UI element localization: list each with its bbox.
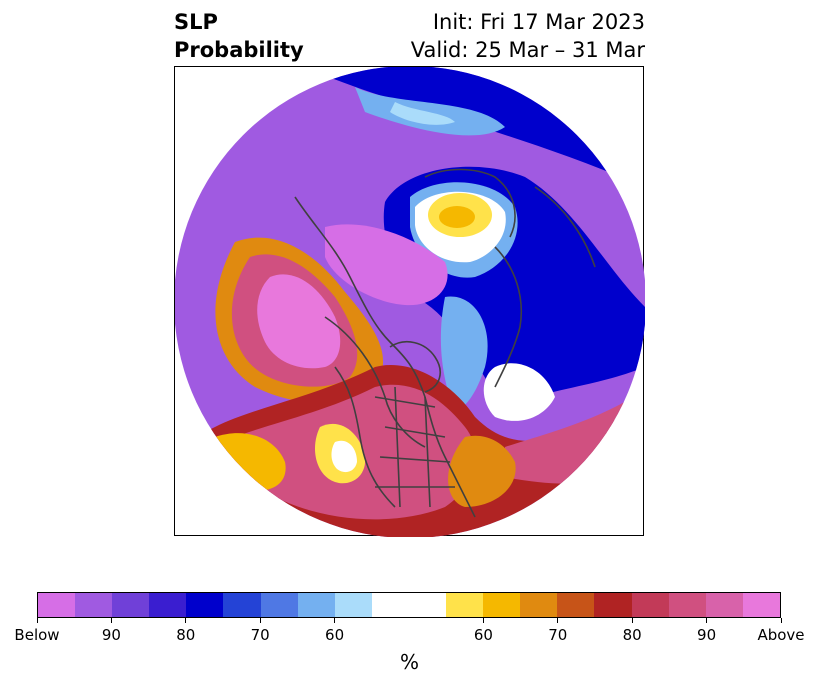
field-atlantic-light [440,296,488,412]
colorbar-segment [186,593,224,617]
colorbar-segment [446,593,484,617]
colorbar-segment [742,593,780,617]
colorbar-tick-mark [780,618,782,623]
colorbar-unit: % [399,650,419,674]
colorbar-tick-label: 90 [101,626,121,644]
colorbar-tick-mark [557,618,559,623]
valid-range: Valid: 25 Mar – 31 Mar [410,38,645,62]
colorbar-tick-mark [185,618,187,623]
colorbar-segment [112,593,150,617]
map-title-right: Init: Fri 17 Mar 2023 Valid: 25 Mar – 31… [411,8,645,64]
colorbar-segment [371,593,409,617]
colorbar-segment [297,593,335,617]
colorbar-segment [149,593,187,617]
colorbar-tick-label: 60 [325,626,345,644]
colorbar-segment [705,593,743,617]
colorbar-tick-label: Below [14,626,60,644]
map-canvas [175,67,645,537]
colorbar-tick-mark [110,618,112,623]
colorbar-segment [408,593,447,617]
colorbar-segment [223,593,261,617]
field-west-neutral [331,440,357,473]
probability-field [175,67,645,537]
colorbar-segment [594,593,632,617]
field-atlantic-neutral [483,363,555,421]
colorbar-segment [260,593,298,617]
colorbar-tick-mark [259,618,261,623]
colorbar-segment [631,593,669,617]
title-variable: SLP [174,10,218,34]
field-below-pink-lobe [325,224,448,306]
colorbar-tick-mark [334,618,336,623]
field-above-core [439,206,475,228]
field-southeast-orange [448,435,516,507]
colorbar-tick-mark [482,618,484,623]
polar-map [174,66,645,537]
colorbar-segment [75,593,113,617]
colorbar-segment [520,593,558,617]
colorbar-tick-label: 60 [473,626,493,644]
colorbar-segment [483,593,521,617]
colorbar-tick-label: 70 [250,626,270,644]
colorbar-tick-label: Above [757,626,805,644]
init-date: Init: Fri 17 Mar 2023 [432,10,645,34]
field-arctic-pale [390,102,455,125]
colorbar-tick-mark [706,618,708,623]
colorbar-tick-mark [36,618,38,623]
colorbar-tick-label: 80 [176,626,196,644]
coastlines [294,168,596,518]
colorbar-tick-label: 70 [548,626,568,644]
map-title-left: SLP Probability [174,8,304,64]
colorbar-labels: Below 90 80 70 60 60 70 80 90 Above [0,626,819,646]
colorbar-tick-mark [631,618,633,623]
colorbar-segment [334,593,372,617]
colorbar-segment [557,593,595,617]
colorbar-tick-label: 90 [697,626,717,644]
field-pacific-pink [257,274,341,369]
title-product: Probability [174,38,304,62]
colorbar-segment [38,593,76,617]
colorbar-tick-label: 80 [622,626,642,644]
colorbar-segment [668,593,706,617]
colorbar [37,592,781,618]
field-arctic-light [355,87,505,136]
